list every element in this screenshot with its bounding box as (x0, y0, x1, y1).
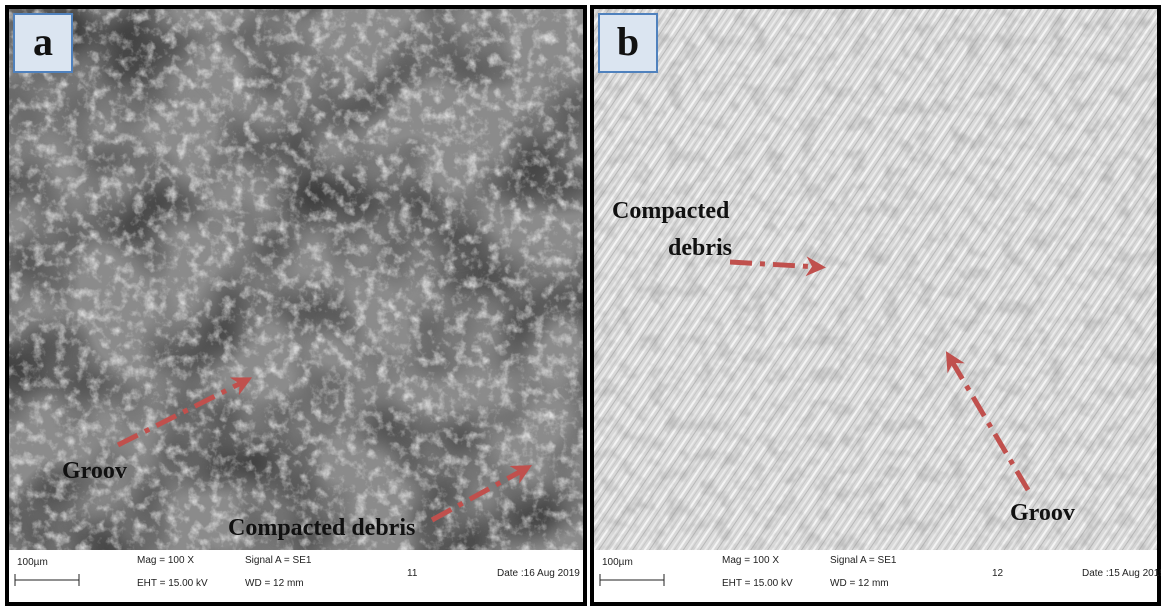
info-signal: Signal A = SE1 (245, 555, 312, 566)
figure: a Groov Compacted debris 100µm Mag = 100 X EH… (0, 0, 1161, 609)
panel-label: b (617, 19, 639, 64)
sem-texture (594, 9, 1157, 550)
info-date: Date :15 Aug 2019 (1082, 568, 1161, 579)
info-eht: EHT = 15.00 kV (722, 578, 793, 589)
info-mag: Mag = 100 X (722, 555, 779, 566)
annotation: Compacted debris (228, 515, 415, 541)
annotation: Groov (62, 458, 127, 484)
annotation: debris (668, 235, 732, 261)
info-wd: WD = 12 mm (830, 578, 889, 589)
info-scale: 100µm (602, 557, 633, 568)
info-scale: 100µm (17, 557, 48, 568)
info-date: Date :16 Aug 2019 (497, 568, 580, 579)
annotation: Groov (1010, 500, 1075, 526)
info-wd: WD = 12 mm (245, 578, 304, 589)
info-image-no: 11 (407, 568, 418, 579)
panel-label: a (33, 19, 53, 64)
info-eht: EHT = 15.00 kV (137, 578, 208, 589)
annotation: Compacted (612, 198, 730, 224)
info-signal: Signal A = SE1 (830, 555, 897, 566)
info-mag: Mag = 100 X (137, 555, 194, 566)
info-image-no: 12 (992, 568, 1004, 579)
